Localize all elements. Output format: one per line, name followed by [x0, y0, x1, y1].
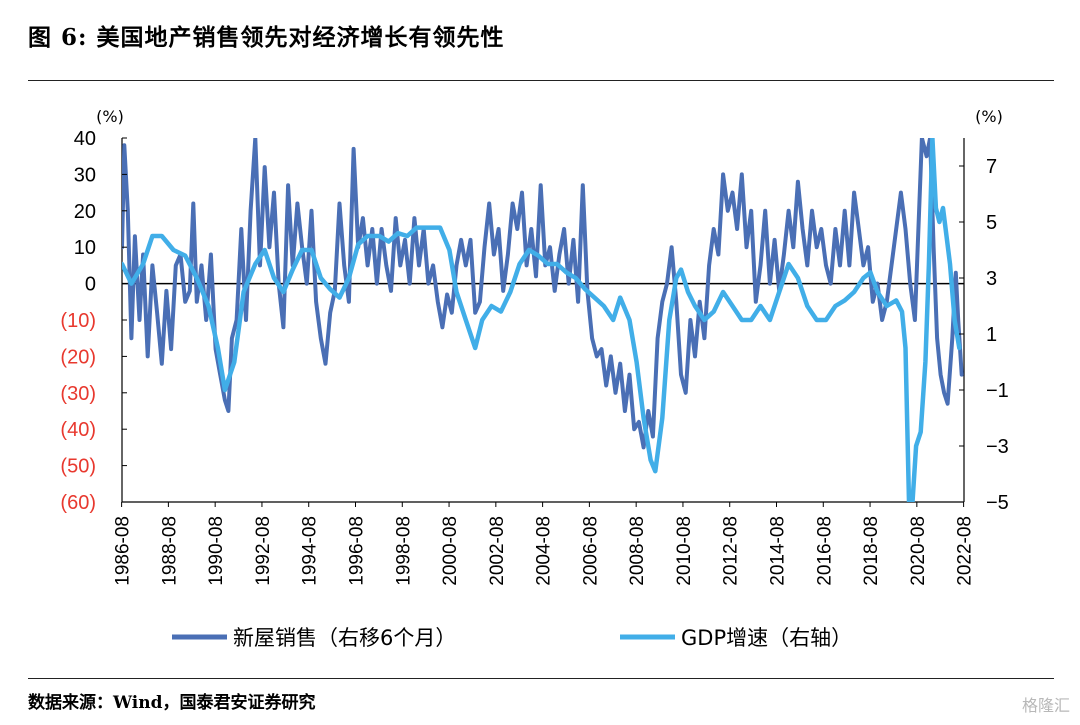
right-axis-unit: (%): [975, 107, 1003, 126]
x-tick-label: 2012-08: [721, 516, 742, 586]
right-tick-label: −3: [986, 436, 1009, 458]
chart-ticks: (%) (%)403020100(10)(20)(30)(40)(50)(60)7…: [60, 107, 1008, 586]
x-tick-label: 2008-08: [627, 516, 648, 586]
left-tick-label: (30): [60, 383, 96, 405]
watermark: 格隆汇: [1021, 696, 1070, 715]
legend-label-gdp: GDP增速（右轴）: [681, 626, 852, 650]
right-tick-label: −1: [986, 380, 1009, 402]
left-tick-label: (10): [60, 310, 96, 332]
left-tick-label: 30: [74, 164, 96, 186]
x-tick-label: 1990-08: [206, 516, 227, 586]
chart-series: [122, 138, 964, 502]
left-tick-label: (50): [60, 456, 96, 478]
new-home-sales-line: [122, 138, 964, 450]
legend-label-sales: 新屋销售（右移6个月）: [233, 626, 456, 650]
x-tick-label: 2020-08: [908, 516, 929, 586]
x-tick-label: 2000-08: [440, 516, 461, 586]
figure-title: 图 6: 美国地产销售领先对经济增长有领先性: [28, 24, 505, 51]
x-tick-label: 1998-08: [393, 516, 414, 586]
x-tick-label: 1996-08: [346, 516, 367, 586]
x-tick-label: 1992-08: [253, 516, 274, 586]
left-tick-label: (60): [60, 492, 96, 514]
x-tick-label: 2010-08: [674, 516, 695, 586]
x-tick-label: 2016-08: [814, 516, 835, 586]
left-tick-label: 40: [74, 128, 96, 150]
gdp-growth-line: [122, 138, 962, 502]
x-tick-label: 2018-08: [861, 516, 882, 586]
left-tick-label: 10: [74, 237, 96, 259]
source-note: 数据来源：Wind，国泰君安证券研究: [28, 693, 316, 713]
x-tick-label: 2006-08: [580, 516, 601, 586]
left-tick-label: 0: [85, 274, 96, 296]
right-tick-label: 1: [986, 324, 997, 346]
x-tick-label: 2022-08: [955, 516, 976, 586]
x-tick-label: 1988-08: [159, 516, 180, 586]
left-axis-unit: (%): [96, 107, 124, 126]
top-rule: [28, 80, 1054, 81]
x-tick-label: 2004-08: [534, 516, 555, 586]
right-tick-label: 5: [986, 212, 997, 234]
left-tick-label: 20: [74, 201, 96, 223]
x-tick-label: 1986-08: [113, 516, 134, 586]
right-tick-label: −5: [986, 492, 1009, 514]
chart-legend: 新屋销售（右移6个月） GDP增速（右轴）: [172, 626, 852, 650]
left-tick-label: (20): [60, 346, 96, 368]
right-tick-label: 7: [986, 156, 997, 178]
bottom-rule: [28, 678, 1054, 679]
x-tick-label: 1994-08: [300, 516, 321, 586]
left-tick-label: (40): [60, 419, 96, 441]
right-tick-label: 3: [986, 268, 997, 290]
x-tick-label: 2014-08: [767, 516, 788, 586]
dual-axis-line-chart: (%) (%)403020100(10)(20)(30)(40)(50)(60)7…: [60, 107, 1008, 650]
x-tick-label: 2002-08: [487, 516, 508, 586]
